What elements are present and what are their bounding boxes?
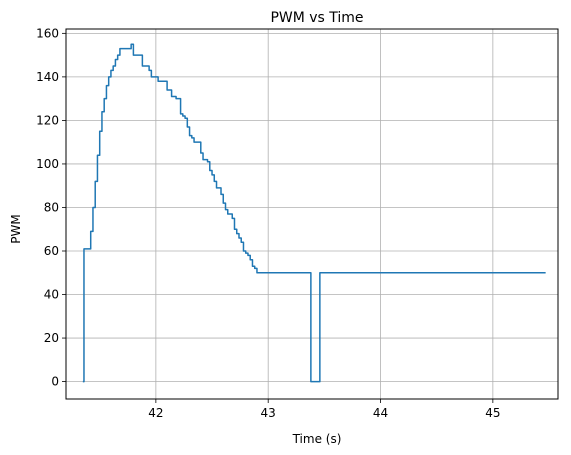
x-tick-label: 43 [261, 406, 276, 420]
y-tick-label: 0 [51, 375, 59, 389]
series-layer [82, 43, 546, 383]
y-tick-label: 100 [36, 157, 59, 171]
y-tick-label: 80 [44, 200, 59, 214]
x-tick-label: 45 [485, 406, 500, 420]
y-tick-label: 160 [36, 26, 59, 40]
y-tick-label: 140 [36, 70, 59, 84]
y-tick-label: 60 [44, 244, 59, 258]
x-axis-label: Time (s) [292, 432, 342, 446]
plot-frame [65, 28, 559, 400]
series-line [82, 43, 546, 383]
y-tick-label: 20 [44, 331, 59, 345]
y-axis-label: PWM [9, 214, 23, 243]
x-tick-label: 44 [373, 406, 388, 420]
x-tick-label: 42 [148, 406, 163, 420]
y-axis: 0 20 40 60 80 100 120 140 160 [36, 26, 66, 389]
y-tick-label: 40 [44, 288, 59, 302]
chart-title: PWM vs Time [270, 10, 363, 26]
y-tick-label: 120 [36, 113, 59, 127]
x-axis: 42 43 44 45 [148, 399, 500, 420]
